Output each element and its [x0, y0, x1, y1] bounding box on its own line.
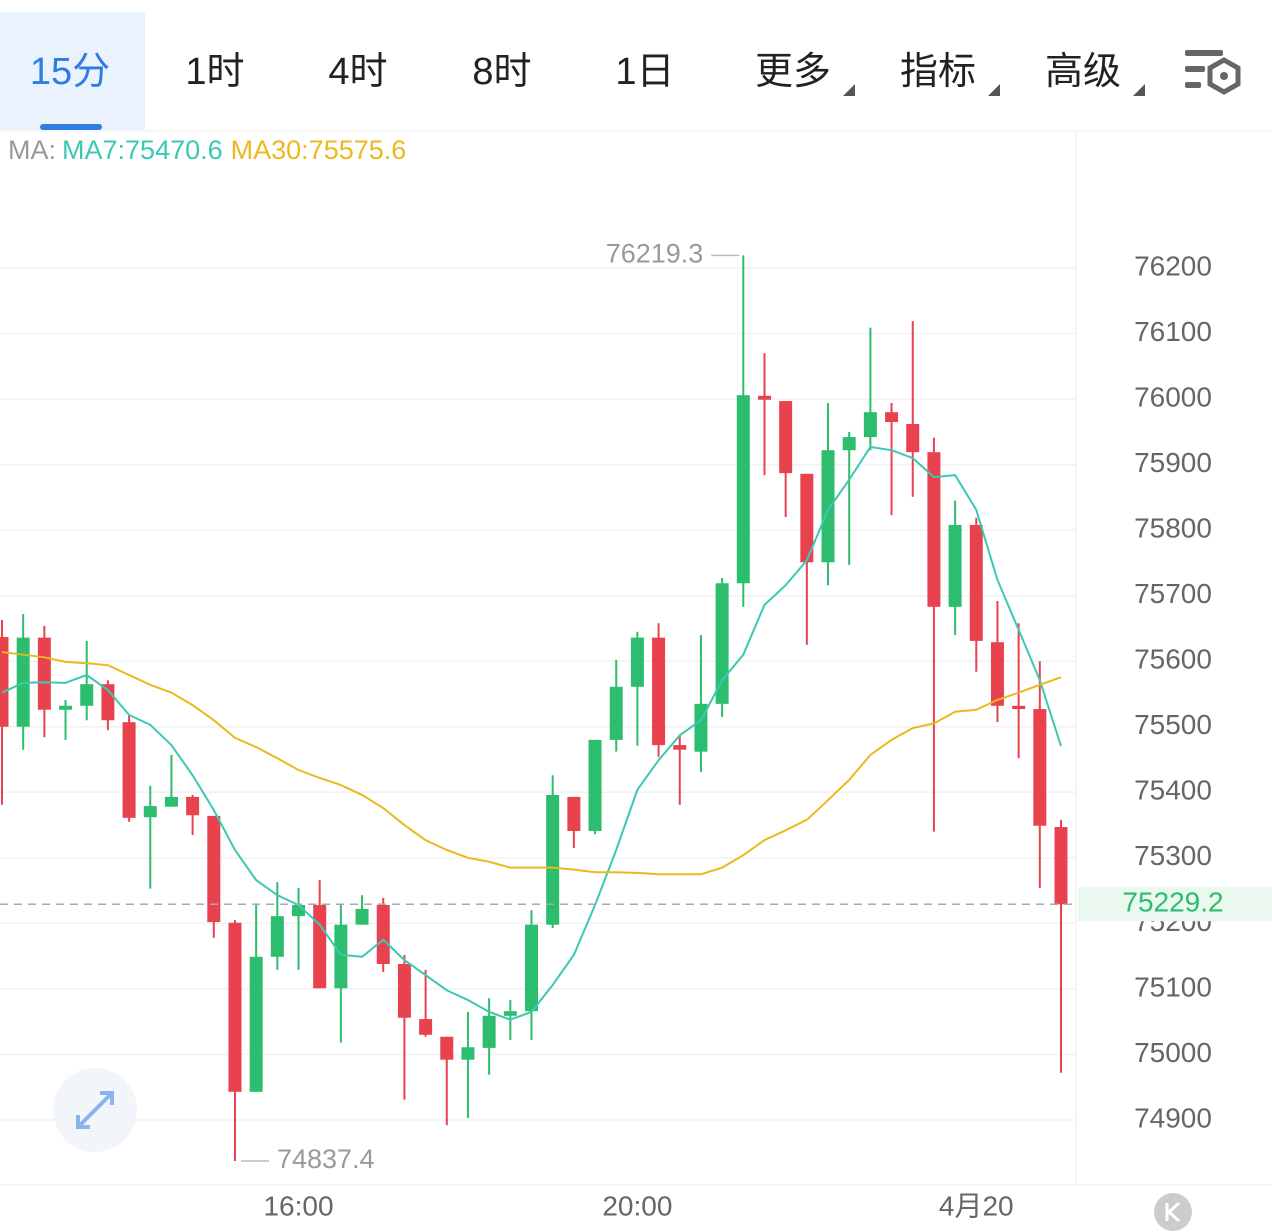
ma-line	[1, 445, 1062, 1021]
tab[interactable]: 指标	[900, 51, 976, 93]
candle-body	[334, 924, 348, 989]
tab-underline	[40, 124, 102, 130]
candle-body	[546, 794, 560, 925]
candle-body	[397, 964, 411, 1018]
candle-body	[376, 905, 390, 965]
expand-button[interactable]	[53, 1068, 137, 1152]
y-tick-label: 75900	[1134, 447, 1212, 478]
candle-body	[821, 450, 835, 563]
x-tick-label: 20:00	[602, 1190, 672, 1221]
tab[interactable]: 1日	[615, 51, 674, 93]
tab[interactable]: 4时	[328, 51, 387, 93]
tab[interactable]: 高级	[1045, 51, 1121, 93]
candle-body	[59, 705, 73, 710]
candle-body	[440, 1036, 454, 1060]
candle-body	[779, 401, 793, 474]
y-tick-label: 76200	[1134, 250, 1212, 281]
candle-body	[1054, 827, 1068, 905]
candle-body	[249, 956, 263, 1092]
price-tag: 75229.2	[1122, 887, 1223, 918]
candle-body	[800, 473, 814, 563]
y-tick-label: 75100	[1134, 971, 1212, 1002]
candle-body	[313, 905, 327, 989]
tab-bar: 15分 1时 4时 8时 1日 更多 指标 高级	[30, 50, 1241, 96]
candle-body	[419, 1019, 433, 1035]
plot: 76219.3 74837.4 75229.2	[0, 238, 1272, 1174]
x-tick-label: 16:00	[263, 1190, 333, 1221]
candle-body	[757, 395, 771, 400]
candle-body	[736, 395, 750, 584]
candle-body	[927, 452, 941, 607]
candle-body	[863, 412, 877, 438]
candle-body	[461, 1047, 475, 1060]
y-tick-label: 75300	[1134, 840, 1212, 871]
candle-body	[948, 524, 962, 607]
candle-body	[270, 916, 284, 957]
candle-body	[652, 637, 666, 746]
y-tick-label: 74900	[1134, 1102, 1212, 1133]
candle-body	[164, 796, 178, 807]
selected-tab-bg	[0, 12, 145, 130]
settings-icon[interactable]	[1185, 50, 1241, 95]
candle-body	[588, 739, 602, 831]
candle-body	[630, 637, 644, 687]
price-tag-bg	[1078, 887, 1272, 922]
candle-body	[969, 524, 983, 641]
candle-body	[122, 722, 136, 818]
candle-body	[186, 796, 200, 816]
candle-body	[482, 1015, 496, 1048]
k-button[interactable]	[1154, 1193, 1192, 1231]
y-tick-label: 76100	[1134, 316, 1212, 347]
candle-body	[37, 637, 51, 710]
y-tick-label: 75800	[1134, 513, 1212, 544]
legend-entry: MA30:75575.6	[231, 135, 407, 165]
y-tick-label: 75000	[1134, 1037, 1212, 1068]
y-tick-label: 75400	[1134, 775, 1212, 806]
candle-body	[906, 423, 920, 453]
legend-prefix: MA:	[8, 135, 56, 165]
candle-body	[80, 684, 94, 706]
candle-body	[885, 412, 899, 423]
candle-body	[525, 924, 538, 1012]
y-tick-label: 75600	[1134, 644, 1212, 675]
candle-body	[355, 908, 369, 925]
candle-body	[228, 922, 242, 1092]
candle-body	[673, 745, 687, 750]
y-tick-label: 75700	[1134, 578, 1212, 609]
candle-body	[0, 636, 9, 727]
candle-body	[143, 806, 157, 818]
ma-legend: MA: MA7:75470.6 MA30:75575.6	[8, 135, 406, 165]
candle-body	[990, 642, 1004, 706]
candle-body	[1012, 705, 1026, 710]
legend-entry: MA7:75470.6	[62, 135, 223, 165]
ma-line	[1, 651, 1062, 876]
tab[interactable]: 15分	[30, 51, 110, 93]
tab[interactable]: 1时	[185, 51, 244, 93]
candle-body	[503, 1011, 517, 1016]
dropdown-arrows	[843, 84, 1145, 96]
grid: 7490075000751007520075300754007550075600…	[0, 250, 1212, 1221]
candle-body	[567, 796, 581, 831]
tab[interactable]: 更多	[755, 51, 831, 93]
candle-body	[292, 905, 306, 917]
candle-body	[715, 583, 729, 704]
high-label: 76219.3	[606, 238, 704, 268]
candle-body	[609, 686, 623, 740]
tab[interactable]: 8时	[472, 51, 531, 93]
candle-body	[207, 815, 221, 923]
y-tick-label: 76000	[1134, 381, 1212, 412]
candle-body	[1033, 709, 1047, 826]
y-tick-label: 75500	[1134, 709, 1212, 740]
low-label: 74837.4	[277, 1144, 375, 1174]
x-tick-label: 4月20	[939, 1190, 1014, 1221]
candle-body	[842, 437, 856, 451]
